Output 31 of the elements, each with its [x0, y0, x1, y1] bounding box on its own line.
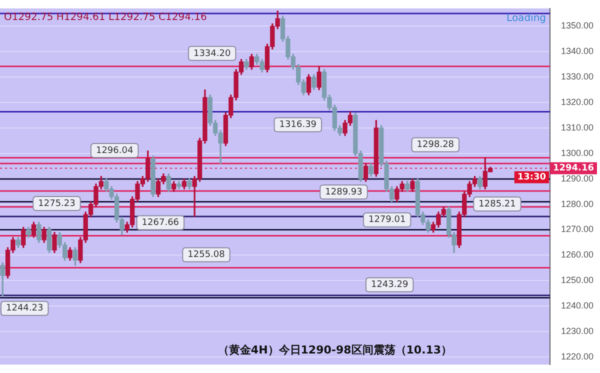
y-tick-label: 1300.00: [561, 148, 594, 158]
ref-line-label: 1279.01: [368, 215, 406, 226]
y-tick-label: 1230.00: [561, 326, 594, 336]
y-tick-label: 1330.00: [561, 72, 594, 82]
ref-line-label: 1275.23: [38, 198, 76, 209]
y-tick-label: 1350.00: [561, 20, 594, 31]
ref-line-label: 1334.20: [193, 48, 231, 59]
y-tick-label: 1260.00: [561, 250, 594, 260]
y-tick-label: 1270.00: [561, 224, 594, 234]
ref-line-label: 1255.08: [188, 250, 226, 260]
ref-line-label: 1243.29: [370, 280, 408, 290]
annotation: Loading: [506, 12, 546, 24]
text: （黄金4H）今日1290-98区间震荡（10.13）: [218, 343, 452, 356]
y-tick-label: 1310.00: [561, 122, 594, 132]
ref-line-label: 1267.66: [142, 218, 180, 228]
ref-line-label: 1289.93: [325, 187, 362, 198]
y-tick-label: 1250.00: [561, 275, 594, 286]
y-tick-label: 1280.00: [561, 198, 594, 209]
ref-line-label: 1316.39: [279, 120, 317, 130]
chart-subtitle: O1292.75 H1294.61 L1292.75 C1294.16: [4, 12, 207, 23]
ref-line-label: 1244.23: [6, 304, 44, 314]
y-tick-label: 1220.00: [561, 351, 594, 362]
annotation: 13:30: [517, 172, 546, 183]
y-tick-label: 1240.00: [561, 300, 594, 311]
ref-line-label: 1294.16: [553, 164, 594, 174]
ref-line-label: 1298.28: [416, 140, 454, 150]
y-tick-label: 1340.00: [561, 46, 594, 56]
ref-line-label: 1285.21: [478, 199, 516, 210]
y-tick-label: 1290.00: [561, 173, 594, 184]
y-tick-label: 1320.00: [561, 97, 594, 108]
ref-line-label: 1296.04: [96, 146, 134, 156]
